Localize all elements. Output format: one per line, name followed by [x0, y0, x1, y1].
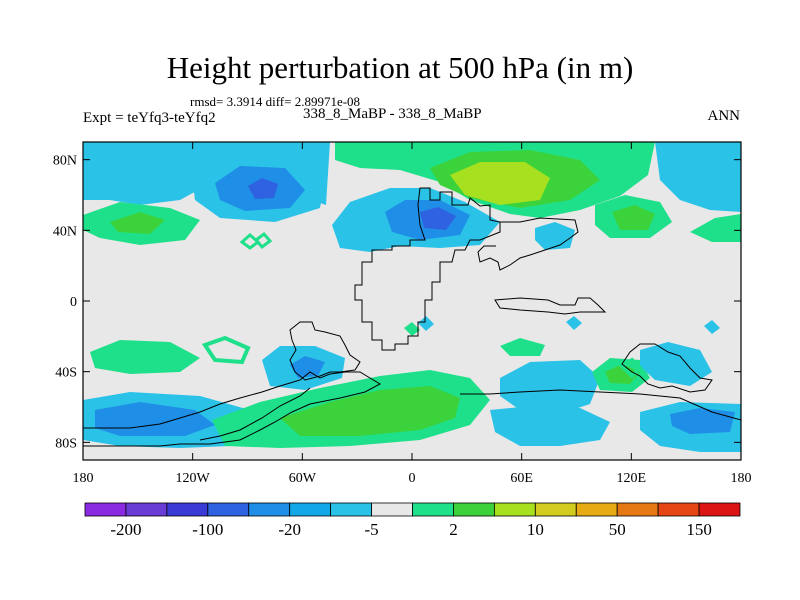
colorbar	[84, 502, 741, 517]
coastline-asia	[477, 217, 579, 271]
x-tick-label: 120E	[617, 471, 647, 486]
yellowgreen-ridge-eurasia	[450, 162, 550, 205]
colorbar-swatch	[616, 502, 659, 517]
colorbar-label: 50	[609, 520, 626, 539]
colorbar-swatch	[371, 502, 413, 517]
colorbar-swatch	[289, 502, 332, 517]
x-tick-label: 60W	[289, 471, 317, 486]
colorbar-swatch	[575, 502, 618, 517]
colorbar-swatch	[534, 502, 577, 517]
blue-core-southern-ocean-far-east	[670, 408, 735, 434]
colorbar-swatch	[698, 502, 741, 517]
y-tick-label: 0	[70, 295, 77, 310]
colorbar-swatch	[166, 502, 209, 517]
season-label: ANN	[707, 108, 741, 124]
lightgreen-region-south-indian	[605, 364, 640, 384]
dark-core-north-pacific	[248, 178, 278, 199]
cyan-region-australia-east	[640, 342, 712, 386]
contour-field	[83, 142, 741, 460]
chart-title: Height perturbation at 500 hPa (in m)	[166, 50, 634, 85]
y-tick-label: 40S	[55, 366, 77, 381]
blue-core-south-atlantic	[290, 356, 325, 378]
x-tick-label: 120W	[176, 471, 211, 486]
x-tick-label: 60E	[510, 471, 533, 486]
green-band-south-pacific	[90, 340, 200, 374]
colorbar-label: 150	[686, 520, 712, 539]
colorbar-label: -200	[110, 520, 141, 539]
coastlines	[83, 187, 741, 447]
colorbar-swatch	[207, 502, 250, 517]
colorbar-label: -20	[278, 520, 301, 539]
coastline-americas	[289, 321, 361, 381]
colorbar-labels: -200 -100 -20 -5 2 10 50 150	[110, 520, 711, 539]
green-region-north-pacific-east	[690, 214, 741, 242]
lightgreen-region-east-asia	[612, 205, 655, 230]
x-tick-label: 180	[731, 471, 752, 486]
light-green-north-pacific	[110, 212, 165, 234]
colorbar-swatch	[657, 502, 700, 517]
x-tick-label: 180	[73, 471, 94, 486]
green-ring-atlantic-2	[253, 231, 273, 250]
colorbar-swatch	[84, 502, 127, 517]
coastline-australia	[621, 343, 713, 393]
colorbar-label: 10	[527, 520, 544, 539]
coastline-antarctica-peninsula	[199, 387, 311, 441]
colorbar-label: -5	[364, 520, 378, 539]
lightgreen-region-south-atlantic-polar	[280, 386, 460, 436]
x-axis: 180 120W 60W 0 60E 120E 180	[73, 142, 752, 486]
colorbar-swatch	[125, 502, 168, 517]
colorbar-label: 2	[449, 520, 458, 539]
coastline-europe-africa	[354, 187, 501, 351]
coastline-india-se-asia	[494, 297, 607, 315]
coastline-antarctica-east	[460, 389, 741, 421]
y-tick-label: 80S	[55, 436, 77, 451]
y-axis: 80N 40N 0 40S 80S	[53, 154, 741, 451]
x-tick-label: 0	[409, 471, 416, 486]
cyan-spot-pacific	[566, 316, 582, 330]
stats-label: rmsd= 3.3914 diff= 2.89971e-08	[190, 94, 361, 109]
colorbar-swatch	[412, 502, 454, 517]
green-spot-south-atlantic	[500, 338, 545, 356]
cyan-band-southern-ocean-east	[490, 406, 610, 446]
green-ring-tasman	[618, 357, 643, 379]
y-tick-label: 40N	[53, 224, 77, 239]
colorbar-swatch	[493, 502, 536, 517]
coastline-southern-ring	[83, 371, 382, 447]
dark-trough-north-atlantic	[420, 207, 456, 230]
colorbar-swatch	[248, 502, 291, 517]
green-spot-indian	[404, 322, 420, 336]
colorbar-label: -100	[192, 520, 223, 539]
cyan-blob-indian-ocean	[500, 360, 600, 414]
cyan-spot-east-asia	[535, 222, 575, 250]
colorbar-swatch	[453, 502, 495, 517]
y-tick-label: 80N	[53, 154, 77, 169]
colorbar-swatch	[330, 502, 372, 517]
cyan-spot-east-pacific	[704, 320, 720, 334]
cyan-spot-indian	[418, 316, 434, 331]
green-ring-south-pacific	[201, 335, 251, 365]
cyan-band-arctic-east	[655, 142, 741, 212]
experiment-label: Expt = teYfq3-teYfq2	[83, 110, 216, 126]
runs-label: 338_8_MaBP - 338_8_MaBP	[303, 106, 482, 122]
